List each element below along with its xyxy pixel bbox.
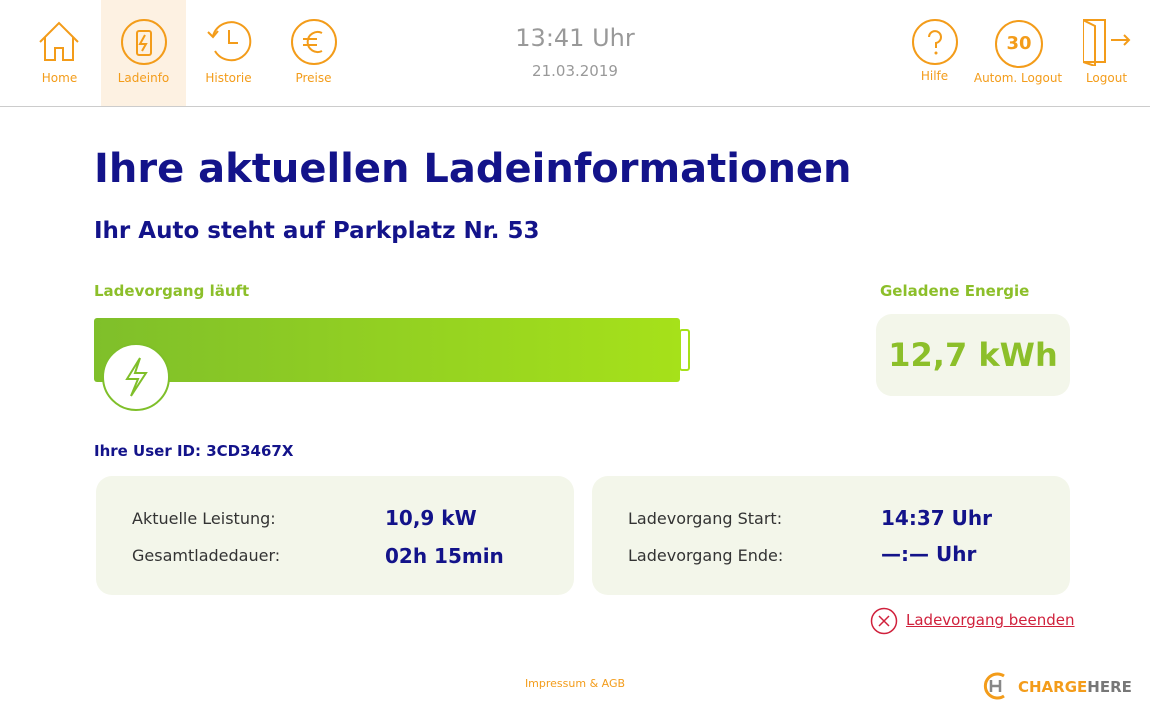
logo-part: CHARGE bbox=[1018, 678, 1088, 696]
nav-label: Preise bbox=[295, 71, 332, 85]
info-value: 02h 15min bbox=[385, 544, 504, 568]
nav-historie[interactable]: Historie bbox=[186, 0, 271, 106]
energy-panel: 12,7 kWh bbox=[876, 314, 1070, 396]
info-value: —:— Uhr bbox=[881, 542, 977, 566]
info-panel-left: Aktuelle Leistung: 10,9 kW Gesamtladedau… bbox=[96, 476, 574, 595]
action-label: Autom. Logout bbox=[973, 71, 1063, 85]
header-divider bbox=[0, 106, 1150, 107]
nav-preise[interactable]: Preise bbox=[271, 0, 356, 106]
battery bbox=[94, 318, 690, 411]
nav-label: Ladeinfo bbox=[117, 71, 170, 85]
status-label: Ladevorgang läuft bbox=[94, 282, 250, 300]
user-id: Ihre User ID: 3CD3467X bbox=[94, 442, 294, 460]
logout-countdown: 30 bbox=[995, 20, 1043, 68]
energy-value: 12,7 kWh bbox=[888, 336, 1058, 374]
clock-time: 13:41 Uhr bbox=[515, 24, 635, 52]
logo-text: CHARGEHERE bbox=[1018, 678, 1132, 696]
nav-ladeinfo[interactable]: Ladeinfo bbox=[101, 0, 186, 106]
info-value: 14:37 Uhr bbox=[881, 506, 992, 530]
info-label: Aktuelle Leistung: bbox=[132, 509, 276, 528]
logo-mark bbox=[983, 672, 1005, 700]
action-logout[interactable]: Logout bbox=[1064, 0, 1149, 106]
info-label: Ladevorgang Ende: bbox=[628, 546, 784, 565]
logo-part: HERE bbox=[1087, 678, 1132, 696]
nav-home[interactable]: Home bbox=[17, 0, 102, 106]
info-label: Gesamtladedauer: bbox=[132, 546, 281, 565]
clock-date: 21.03.2019 bbox=[532, 62, 618, 80]
action-autologout[interactable]: 30 Autom. Logout bbox=[968, 0, 1068, 106]
stop-icon[interactable] bbox=[870, 607, 898, 635]
info-panel-right: Ladevorgang Start: 14:37 Uhr Ladevorgang… bbox=[592, 476, 1070, 595]
footer-link[interactable]: Impressum & AGB bbox=[524, 677, 626, 690]
page-title: Ihre aktuellen Ladeinformationen bbox=[94, 146, 852, 192]
action-label: Logout bbox=[1085, 71, 1128, 85]
stop-link[interactable]: Ladevorgang beenden bbox=[906, 611, 1075, 629]
nav-label: Home bbox=[41, 71, 78, 85]
nav-label: Historie bbox=[205, 71, 252, 85]
info-value: 10,9 kW bbox=[385, 506, 477, 530]
energy-label: Geladene Energie bbox=[880, 282, 1030, 300]
action-hilfe[interactable]: Hilfe bbox=[892, 0, 977, 106]
info-label: Ladevorgang Start: bbox=[628, 509, 783, 528]
action-label: Hilfe bbox=[920, 69, 949, 83]
page-subtitle: Ihr Auto steht auf Parkplatz Nr. 53 bbox=[94, 218, 540, 244]
